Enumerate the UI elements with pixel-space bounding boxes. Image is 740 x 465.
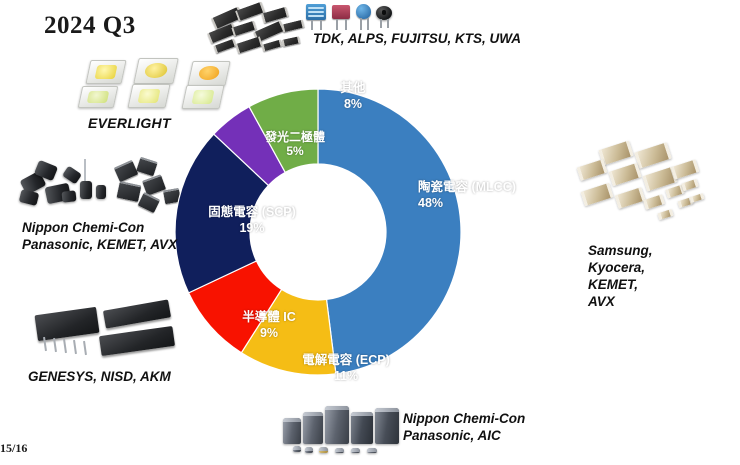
- page-number: 15/16: [0, 441, 28, 455]
- vendor-caption-scp: Nippon Chemi-Con Panasonic, KEMET, AVX: [22, 220, 178, 252]
- page-title: 2024 Q3: [44, 12, 136, 39]
- mlcc-chips-photo: [576, 140, 710, 237]
- electrolytic-and-smd-capacitors-photo: [18, 155, 188, 217]
- integrated-circuit-packages-photo: [34, 299, 186, 361]
- donut-slice-oth[interactable]: [248, 88, 319, 174]
- vendor-caption-everlight: EVERLIGHT: [88, 115, 171, 131]
- vendor-caption-passives: TDK, ALPS, FUJITSU, KTS, UWA: [313, 31, 522, 46]
- vendor-caption-mlcc: Samsung, Kyocera, KEMET, AVX: [588, 243, 653, 309]
- vendor-caption-ecp: Nippon Chemi-Con Panasonic, AIC: [403, 411, 526, 443]
- donut-slice-group: [174, 88, 462, 376]
- film-and-disc-capacitors-photo: [306, 2, 392, 36]
- vendor-caption-ic: GENESYS, NISD, AKM: [28, 369, 171, 384]
- donut-slice-scp[interactable]: [174, 133, 270, 294]
- donut-slice-mlcc[interactable]: [317, 88, 462, 375]
- chip-resistors-photo: [206, 1, 306, 56]
- donut-chart-svg: [174, 88, 462, 376]
- aluminum-electrolytic-cans-photo: [283, 404, 401, 456]
- donut-chart: [168, 82, 468, 382]
